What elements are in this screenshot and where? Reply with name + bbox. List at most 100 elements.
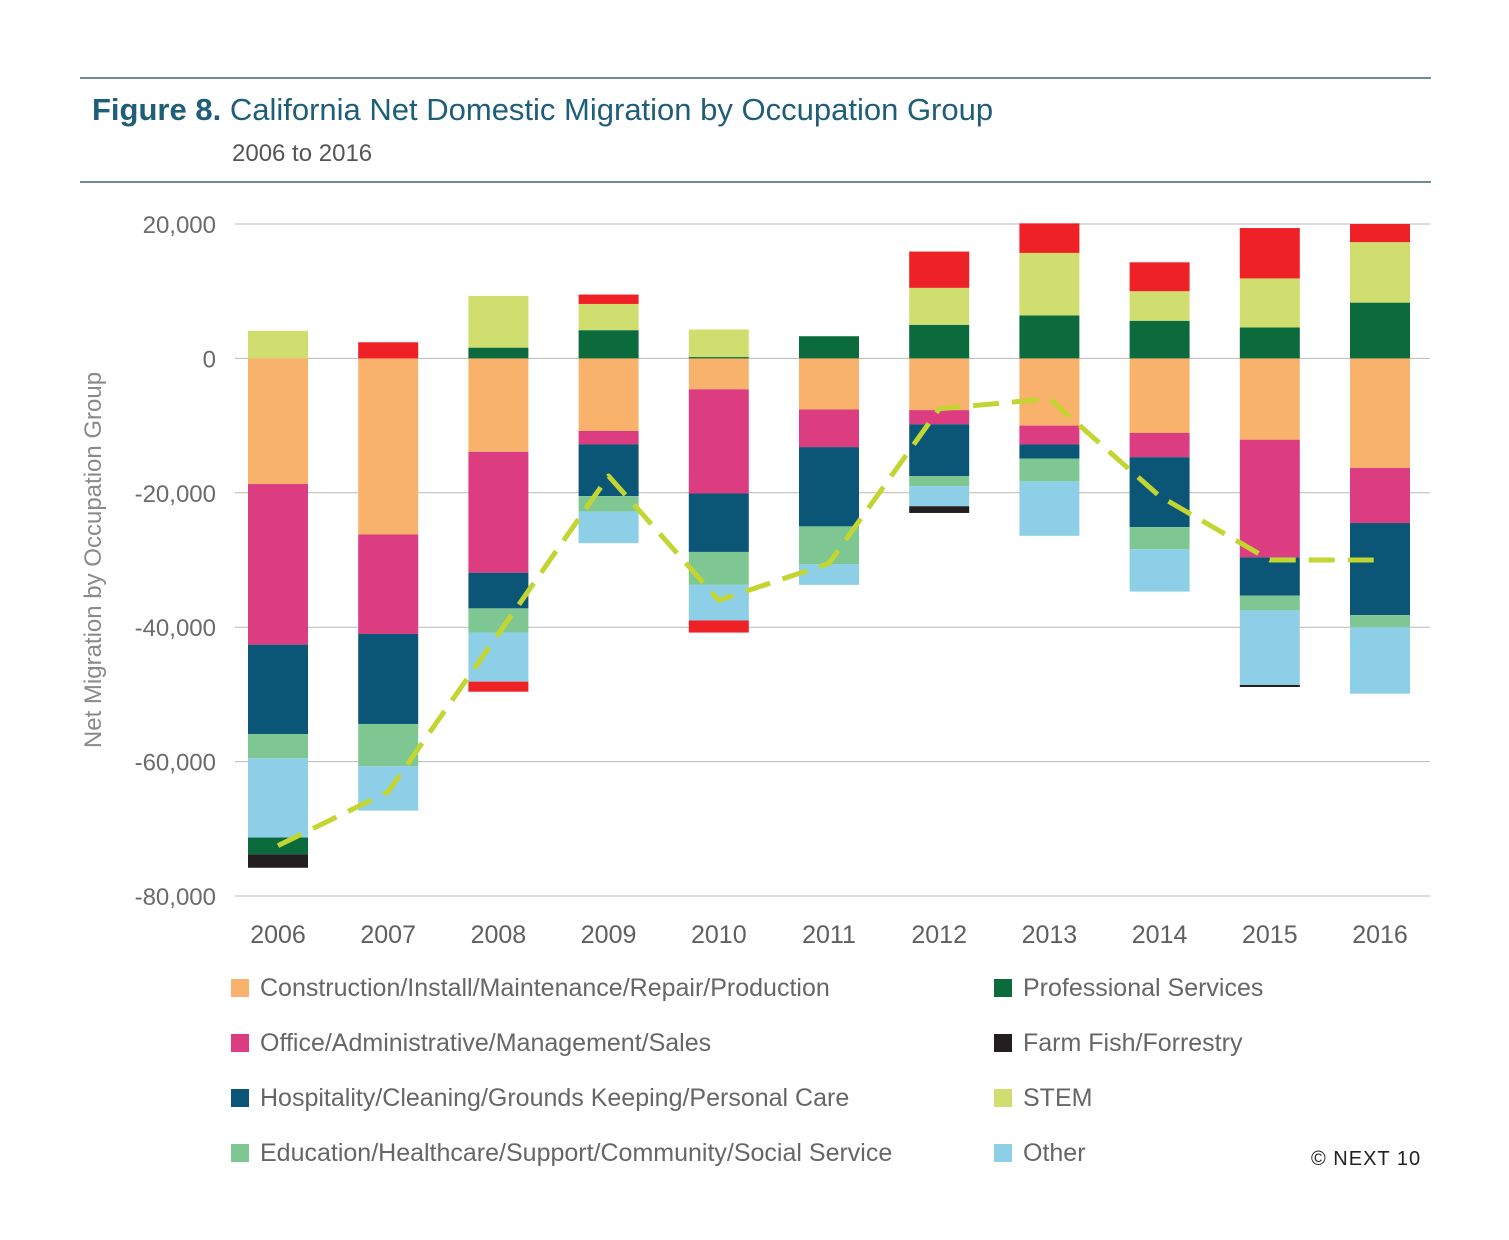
bar-segment bbox=[578, 330, 639, 359]
bar-segment bbox=[578, 294, 639, 304]
bar-segment bbox=[358, 534, 419, 634]
legend-label: Professional Services bbox=[1023, 973, 1264, 1002]
bar-segment bbox=[248, 358, 308, 485]
bar-segment bbox=[688, 493, 749, 552]
y-tick-label: -80,000 bbox=[135, 884, 216, 911]
legend-swatch bbox=[231, 1089, 249, 1107]
legend-item: Other bbox=[994, 1137, 1086, 1169]
bar-segment bbox=[909, 324, 970, 359]
bar-segment bbox=[909, 410, 970, 425]
bar-segment bbox=[1019, 252, 1080, 316]
legend-label: Construction/Install/Maintenance/Repair/… bbox=[260, 973, 830, 1002]
bar-segment bbox=[578, 358, 639, 431]
bar-segment bbox=[468, 632, 529, 682]
bar-segment bbox=[578, 444, 639, 497]
legend-swatch bbox=[994, 979, 1012, 997]
figure-subtitle: 2006 to 2016 bbox=[232, 140, 373, 167]
bar-segment bbox=[358, 358, 419, 535]
bar-segment bbox=[909, 287, 970, 325]
bar-segment bbox=[1019, 223, 1080, 253]
bar-segment bbox=[799, 336, 859, 359]
bar-segment bbox=[909, 486, 970, 507]
bar-segment bbox=[799, 358, 859, 410]
bar-segment bbox=[1129, 320, 1190, 359]
copyright: © NEXT 10 bbox=[1311, 1148, 1422, 1170]
bar-segment bbox=[1239, 278, 1300, 328]
y-tick-label: 0 bbox=[203, 346, 216, 373]
bar-segment bbox=[248, 330, 308, 359]
bar-segment bbox=[1350, 523, 1410, 616]
legend-swatch bbox=[231, 1144, 249, 1162]
bar-segment bbox=[1129, 262, 1190, 292]
bar-segment bbox=[799, 447, 859, 527]
legend-label: Office/Administrative/Management/Sales bbox=[260, 1028, 712, 1057]
bar-segment bbox=[468, 681, 529, 692]
bar-segment bbox=[1239, 557, 1300, 596]
bar-segment bbox=[688, 620, 749, 633]
legend-label: Other bbox=[1023, 1138, 1086, 1167]
title-text: California Net Domestic Migration by Occ… bbox=[229, 92, 994, 127]
bar-segment bbox=[468, 295, 529, 348]
bar-segment bbox=[578, 430, 639, 445]
x-tick-label: 2008 bbox=[471, 921, 527, 949]
bar-segment bbox=[468, 608, 529, 633]
top-rule bbox=[80, 77, 1431, 79]
bar-segment bbox=[248, 734, 308, 759]
axes: 20,000 0 -20,000 -40,000 -60,000 -80,000 Net M… bbox=[80, 212, 1408, 949]
legend-label: STEM bbox=[1023, 1083, 1093, 1112]
bar-segment bbox=[688, 329, 749, 358]
bar-segment bbox=[1239, 358, 1300, 440]
bar-segment bbox=[248, 837, 308, 855]
x-tick-label: 2009 bbox=[581, 921, 637, 949]
bar-segment bbox=[1350, 302, 1410, 359]
legend-label: Farm Fish/Forrestry bbox=[1023, 1028, 1243, 1057]
bar-segment bbox=[909, 424, 970, 476]
x-tick-label: 2014 bbox=[1132, 921, 1188, 949]
figure-title: Figure 8. California Net Domestic Migrat… bbox=[92, 92, 993, 128]
bar-segment bbox=[1129, 457, 1190, 528]
y-axis-label: Net Migration by Occupation Group bbox=[80, 372, 107, 748]
y-tick-label: -60,000 bbox=[135, 750, 216, 777]
bar-segment bbox=[1019, 481, 1080, 536]
bar-segment bbox=[1239, 327, 1300, 359]
bar-segment bbox=[1239, 439, 1300, 558]
bar-segment bbox=[468, 358, 529, 452]
legend-item: Office/Administrative/Management/Sales bbox=[231, 1027, 711, 1059]
bar-segment bbox=[1019, 315, 1080, 359]
bar-segment bbox=[248, 644, 308, 735]
x-tick-label: 2016 bbox=[1352, 921, 1408, 949]
x-tick-label: 2011 bbox=[802, 921, 856, 949]
legend-swatch bbox=[994, 1034, 1012, 1052]
legend-label: Hospitality/Cleaning/Grounds Keeping/Per… bbox=[260, 1083, 850, 1112]
bar-segment bbox=[1129, 549, 1190, 592]
bars bbox=[248, 223, 1410, 868]
legend-item: STEM bbox=[994, 1082, 1092, 1114]
legend-item: Farm Fish/Forrestry bbox=[994, 1027, 1242, 1059]
y-tick-label: 20,000 bbox=[143, 212, 216, 239]
x-tick-label: 2012 bbox=[911, 921, 967, 949]
x-tick-label: 2013 bbox=[1022, 921, 1078, 949]
bar-segment bbox=[1239, 595, 1300, 611]
x-tick-label: 2007 bbox=[360, 921, 416, 949]
bar-segment bbox=[1239, 684, 1300, 688]
legend-swatch bbox=[994, 1089, 1012, 1107]
net-total-line bbox=[276, 396, 1380, 848]
legend-label: Education/Healthcare/Support/Community/S… bbox=[260, 1138, 893, 1167]
legend-item: Construction/Install/Maintenance/Repair/… bbox=[231, 972, 830, 1004]
bar-segment bbox=[1350, 224, 1410, 243]
legend-swatch bbox=[994, 1144, 1012, 1162]
figure-label: Figure 8. bbox=[92, 92, 222, 127]
bar-segment bbox=[688, 389, 749, 494]
legend-item: Education/Healthcare/Support/Community/S… bbox=[231, 1137, 892, 1169]
bar-segment bbox=[909, 476, 970, 487]
legend-item: Hospitality/Cleaning/Grounds Keeping/Per… bbox=[231, 1082, 849, 1114]
legend-swatch bbox=[231, 979, 249, 997]
bar-segment bbox=[1019, 444, 1080, 459]
bar-segment bbox=[1350, 242, 1410, 303]
bar-segment bbox=[799, 564, 859, 585]
legend-swatch bbox=[231, 1034, 249, 1052]
bar-segment bbox=[909, 251, 970, 288]
bar-segment bbox=[1350, 627, 1410, 694]
